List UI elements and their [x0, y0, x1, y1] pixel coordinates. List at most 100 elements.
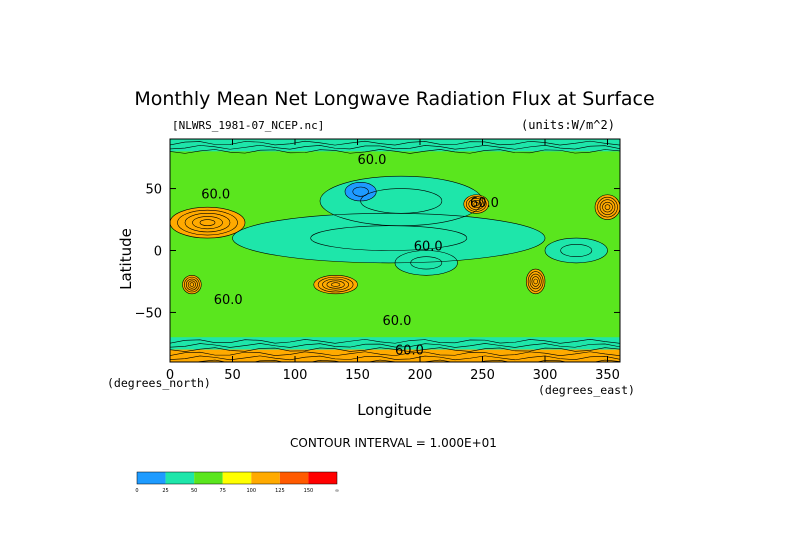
colorbar-label: 75	[220, 488, 226, 494]
contour-line	[527, 271, 544, 292]
contour-interval-label: CONTOUR INTERVAL = 1.000E+01	[290, 436, 497, 450]
colorbar-segment	[137, 472, 166, 484]
contour-line	[184, 213, 231, 233]
x-tick-label: 50	[224, 368, 241, 383]
colorbar: 0 25 50 75 100 125 150 ∞	[135, 471, 339, 494]
heatmap-region	[320, 176, 483, 226]
contour-line	[597, 196, 618, 218]
heatmap-region	[545, 238, 608, 263]
chart-title: Monthly Mean Net Longwave Radiation Flux…	[134, 88, 655, 110]
contour-line	[602, 201, 613, 213]
colorbar-label: 0	[135, 488, 138, 494]
contour-line	[182, 274, 202, 295]
contour-line	[531, 276, 540, 287]
contour-line	[170, 347, 620, 352]
contour-line	[170, 351, 620, 357]
heatmap-region	[345, 182, 377, 201]
colorbar-label: 25	[162, 488, 168, 494]
contour-line	[326, 280, 345, 289]
x-axis-label: Longitude	[0, 401, 789, 419]
x-tick-label: 150	[345, 368, 370, 383]
contour-line	[170, 206, 246, 239]
contour-line	[313, 274, 358, 295]
x-tick-label: 0	[166, 368, 174, 383]
contour-line	[187, 280, 196, 289]
contour-line	[322, 278, 350, 291]
contour-line	[394, 250, 458, 276]
contour-line	[594, 194, 620, 220]
colorbar-label: 100	[247, 488, 257, 494]
contour-layer	[170, 140, 620, 362]
heatmap-region	[526, 269, 545, 294]
x-tick-label: 250	[470, 368, 495, 383]
colorbar-label: ∞	[335, 488, 339, 494]
colorbar-segment	[308, 472, 337, 484]
colorbar-segment	[222, 472, 252, 484]
contour-label: 60.0	[383, 314, 412, 329]
y-tick-label: 0	[154, 245, 162, 260]
x-tick-label: 300	[533, 368, 558, 383]
colorbar-label: 150	[304, 488, 314, 494]
contour-line	[604, 204, 611, 210]
heatmap-region	[232, 213, 545, 263]
x-axis-units: (degrees_east)	[538, 383, 635, 397]
contour-line	[199, 219, 216, 227]
heatmap-region	[170, 207, 245, 239]
colorbar-label: 125	[275, 488, 285, 494]
contour-line	[192, 216, 223, 230]
y-tick-label: 50	[145, 183, 162, 198]
contour-line	[170, 359, 620, 362]
contour-line	[463, 194, 490, 214]
contour-line	[529, 273, 542, 290]
contour-line	[184, 276, 200, 293]
colorbar-frame	[136, 471, 338, 485]
contour-line	[352, 186, 369, 197]
colorbar-label: 50	[191, 488, 197, 494]
contour-line	[410, 256, 443, 270]
colorbar-segment	[251, 472, 280, 484]
colorbar-segment	[194, 472, 223, 484]
heatmap-region	[313, 275, 358, 294]
contour-line	[468, 198, 485, 210]
colorbar-segment	[279, 472, 309, 484]
heatmap-region	[595, 194, 620, 220]
x-tick-label: 100	[283, 368, 308, 383]
contour-line	[344, 182, 377, 202]
contour-line	[473, 201, 480, 207]
contour-line	[525, 268, 546, 295]
contour-label: 60.0	[358, 153, 387, 168]
contour-label: 60.0	[214, 293, 243, 308]
contour-line	[330, 282, 341, 287]
x-tick-label: 200	[408, 368, 433, 383]
contour-line	[170, 149, 620, 154]
contour-line	[533, 278, 538, 285]
contour-line	[544, 237, 608, 264]
units-label: (units:W/m^2)	[521, 118, 615, 132]
contour-line	[170, 343, 620, 348]
file-label: [NLWRS_1981-07_NCEP.nc]	[172, 119, 325, 132]
contour-line	[317, 276, 354, 293]
contour-line	[232, 213, 546, 264]
contour-line	[189, 282, 195, 287]
heatmap-region	[182, 275, 202, 294]
contour-label: 60.0	[201, 187, 230, 202]
x-axis-label-text: Longitude	[357, 401, 432, 419]
contour-line	[470, 200, 482, 209]
y-tick-label: −50	[135, 306, 162, 321]
contour-line	[170, 144, 620, 150]
contour-label: 60.0	[395, 344, 424, 359]
contour-line	[177, 209, 238, 236]
contour-labels: 60.0 60.0 60.0 60.0 60.0 60.0 60.0	[201, 153, 499, 359]
x-tick-label: 350	[595, 368, 620, 383]
y-axis-units: (degrees_north)	[107, 376, 211, 390]
contour-label: 60.0	[414, 240, 443, 255]
contour-line	[465, 196, 487, 212]
axis-ticks: 0 50 100 150 200 250 300 350 50 0 −50	[135, 139, 620, 383]
heatmap-region	[395, 250, 458, 276]
contour-line	[560, 244, 593, 257]
contour-line	[185, 278, 198, 291]
contour-label: 60.0	[470, 196, 499, 211]
contour-line	[170, 339, 620, 344]
contour-line	[599, 199, 616, 215]
